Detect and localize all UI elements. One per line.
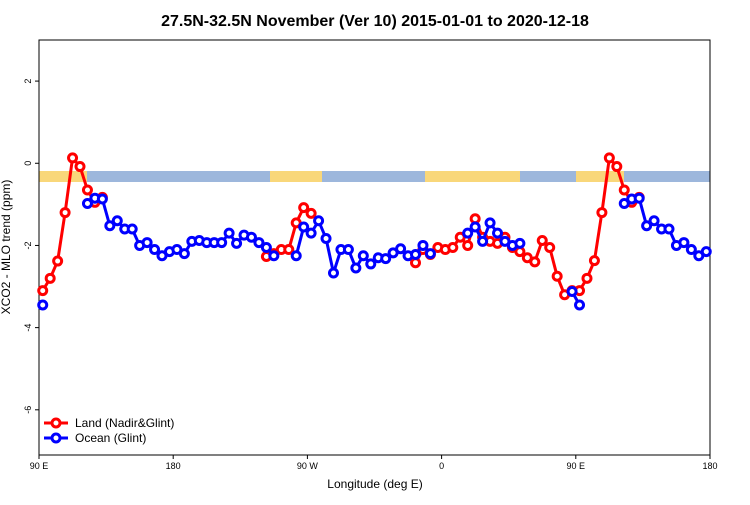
data-point [529, 256, 541, 268]
chart-title: 27.5N-32.5N November (Ver 10) 2015-01-01… [161, 13, 589, 30]
data-point [477, 235, 489, 247]
data-point [462, 239, 474, 251]
data-point [59, 207, 71, 219]
x-tick-label: 0 [439, 461, 444, 471]
data-point [81, 184, 93, 196]
ocean-strip [39, 171, 710, 182]
data-point [611, 161, 623, 173]
legend-label: Ocean (Glint) [75, 431, 146, 445]
data-point [462, 227, 474, 239]
data-point [544, 242, 556, 253]
data-point [357, 250, 369, 262]
data-point [380, 253, 392, 265]
data-point [484, 217, 496, 229]
data-point [588, 255, 600, 267]
data-point [678, 237, 690, 249]
x-tick-label: 180 [166, 461, 181, 471]
data-point [596, 207, 608, 219]
data-point [298, 202, 310, 214]
data-point [551, 270, 563, 282]
data-point [96, 193, 108, 205]
y-tick-label: -4 [23, 324, 33, 332]
data-point [305, 207, 317, 219]
data-point [618, 198, 630, 210]
data-point [417, 239, 429, 251]
y-tick-label: 0 [23, 161, 33, 166]
data-point [469, 221, 481, 233]
data-point [663, 223, 675, 235]
data-point [305, 227, 317, 239]
data-point [260, 242, 272, 253]
data-point [141, 237, 153, 249]
data-point [685, 244, 697, 256]
legend-marker [50, 432, 62, 444]
data-point [514, 237, 526, 249]
data-point [365, 258, 377, 270]
data-point [313, 215, 325, 227]
land-strip [425, 171, 520, 182]
data-point [52, 255, 64, 267]
data-point [81, 198, 93, 210]
data-point [574, 299, 586, 311]
data-point [178, 248, 190, 260]
data-point [327, 267, 339, 279]
y-tick-label: -6 [23, 406, 33, 414]
y-tick-label: 2 [23, 79, 33, 84]
data-point [245, 231, 257, 243]
data-point [37, 299, 49, 311]
legend-marker [50, 417, 62, 429]
data-point [298, 221, 310, 233]
data-point [216, 237, 228, 249]
data-point [320, 232, 332, 244]
surface-strip [39, 171, 710, 182]
data-point [231, 237, 243, 249]
legend-label: Land (Nadir&Glint) [75, 416, 174, 430]
land-strip [576, 171, 624, 182]
data-point [581, 272, 593, 284]
data-point [67, 152, 79, 164]
data-point [37, 285, 49, 297]
data-point [111, 215, 123, 227]
data-point [447, 242, 459, 253]
data-point [618, 184, 630, 196]
land-strip [270, 171, 322, 182]
data-point [223, 227, 235, 239]
land-strip [39, 171, 87, 182]
data-point [290, 250, 302, 262]
x-tick-label: 90 W [297, 461, 319, 471]
legend: Land (Nadir&Glint) Ocean (Glint) [44, 416, 174, 445]
data-point [700, 246, 712, 258]
data-point [395, 243, 407, 255]
plot-frame [38, 39, 711, 456]
x-tick-label: 180 [702, 461, 717, 471]
data-point [641, 220, 653, 232]
data-point [253, 237, 265, 249]
data-point [633, 192, 645, 204]
data-point [149, 244, 161, 256]
data-point [126, 223, 138, 235]
x-axis-label: Longitude (deg E) [327, 477, 422, 491]
data-point [74, 161, 86, 173]
x-tick-label: 90 E [30, 461, 49, 471]
data-point [566, 285, 578, 297]
x-tick-label: 90 E [567, 461, 586, 471]
y-tick-label: -2 [23, 241, 33, 249]
data-point [104, 220, 116, 232]
data-point [44, 272, 56, 284]
data-point [492, 227, 504, 239]
data-point [424, 248, 436, 260]
data-point [536, 235, 548, 247]
data-point [648, 215, 660, 227]
data-point [268, 250, 280, 262]
data-point [342, 244, 354, 256]
data-point [410, 248, 422, 260]
data-point [283, 244, 295, 256]
data-point [350, 262, 362, 274]
y-axis-label: XCO2 - MLO trend (ppm) [0, 180, 13, 315]
data-point [603, 152, 615, 164]
